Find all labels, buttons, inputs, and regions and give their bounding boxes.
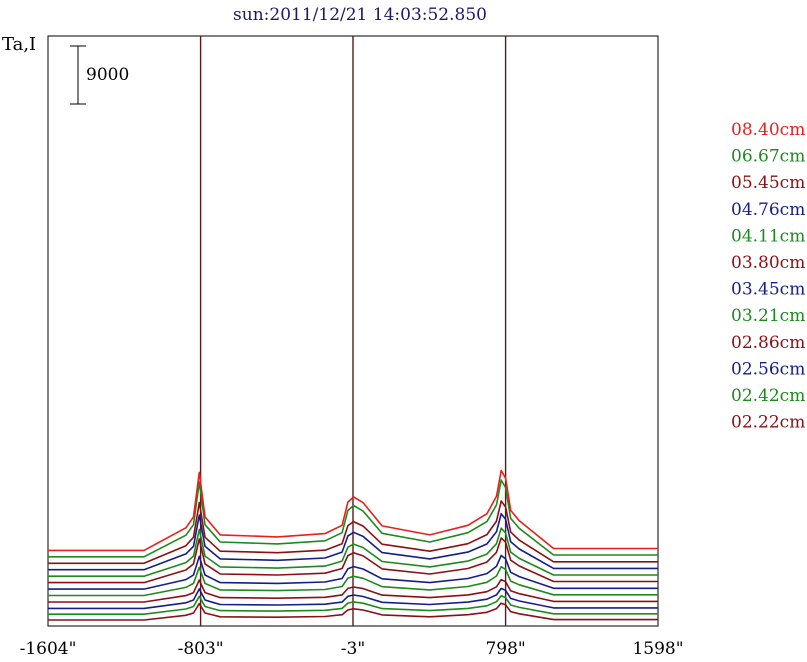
legend-item: 02.56cm [731,359,805,379]
legend-item: 06.67cm [731,147,805,167]
series-group [48,469,658,621]
legend-item: 02.42cm [731,386,805,406]
x-tick-labels: -1604" -803" -3" 798" 1598" [20,639,684,659]
x-tick-label: -1604" [20,639,77,659]
series-line-03.45cm [48,554,658,590]
legend-item: 04.76cm [731,200,805,220]
legend-item: 02.22cm [731,413,805,433]
series-line-05.45cm [48,500,658,565]
scale-bar-label: 9000 [86,65,129,85]
series-line-02.22cm [48,602,658,621]
legend-item: 02.86cm [731,333,805,353]
legend-item: 08.40cm [731,120,805,140]
x-tick-label: 798" [485,639,525,659]
series-line-04.76cm [48,512,658,571]
legend-item: 03.21cm [731,306,805,326]
series-line-06.67cm [48,479,658,558]
vertical-markers [199,36,507,626]
series-line-08.40cm [48,469,658,552]
x-tick-label: -3" [341,639,365,659]
legend-item: 03.80cm [731,253,805,273]
x-tick-label: 1598" [632,639,683,659]
legend-item: 03.45cm [731,280,805,300]
series-line-03.80cm [48,537,658,584]
legend-item: 04.11cm [731,226,805,246]
chart-title: sun:2011/12/21 14:03:52.850 [233,5,487,25]
legend-item: 05.45cm [731,173,805,193]
series-line-03.21cm [48,565,658,597]
series-line-02.42cm [48,594,658,616]
legend: 08.40cm 06.67cm 05.45cm 04.76cm 04.11cm 03.80… [731,120,805,433]
y-axis-label: Ta,I [2,34,36,55]
series-line-04.11cm [48,527,658,578]
x-tick-label: -803" [178,639,224,659]
series-line-02.86cm [48,578,658,603]
series-line-02.56cm [48,587,658,610]
scale-bar: 9000 [70,45,129,105]
